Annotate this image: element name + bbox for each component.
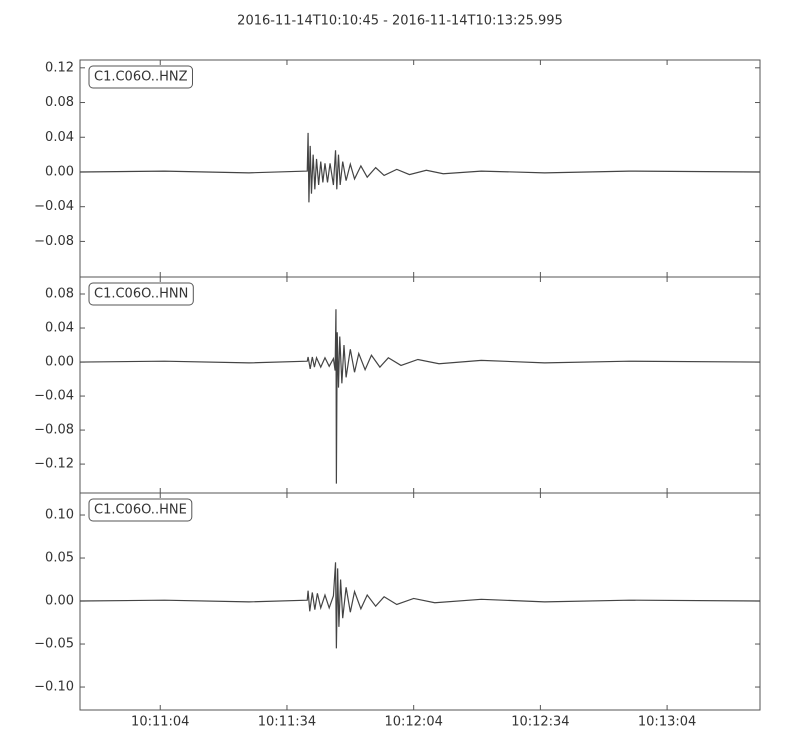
y-tick-label: −0.08 — [34, 423, 74, 438]
trace-label: C1.C06O..HNZ — [94, 70, 188, 85]
plot-frame — [79, 59, 761, 278]
waveform — [79, 562, 761, 649]
panel: −0.08 −0.04 0.00 0.04 0.08 0.12 C1.C06O..HNZ — [34, 59, 761, 278]
panel: −0.12 −0.08 −0.04 0.00 0.04 0.08 C1.C06O..HNN — [34, 276, 761, 494]
y-tick-label: −0.04 — [34, 199, 74, 214]
y-tick-label: −0.12 — [34, 457, 74, 472]
y-tick-label: 0.00 — [45, 594, 74, 609]
plot-frame — [79, 276, 761, 494]
y-tick-label: 0.12 — [45, 60, 74, 75]
y-tick-label: −0.08 — [34, 234, 74, 249]
waveform — [79, 309, 761, 484]
y-tick-label: −0.05 — [34, 637, 74, 652]
y-tick-label: 0.04 — [45, 130, 74, 145]
y-tick-label: 0.08 — [45, 95, 74, 110]
plot-frame — [79, 492, 761, 711]
x-tick-label: 10:11:34 — [258, 715, 316, 730]
trace-label-box — [88, 282, 194, 306]
trace-label: C1.C06O..HNE — [94, 503, 187, 518]
x-tick-label: 10:13:04 — [638, 715, 696, 730]
panel: −0.10 −0.05 0.00 0.05 0.10 10:11:04 10:11:34 10… — [34, 492, 761, 730]
waveform — [79, 132, 761, 203]
y-tick-label: −0.04 — [34, 389, 74, 404]
y-tick-label: 0.00 — [45, 355, 74, 370]
y-tick-label: 0.00 — [45, 164, 74, 179]
figure-title: 2016-11-14T10:10:45 - 2016-11-14T10:13:2… — [237, 14, 563, 29]
y-tick-label: 0.08 — [45, 287, 74, 302]
x-tick-label: 10:12:34 — [511, 715, 569, 730]
x-tick-label: 10:11:04 — [131, 715, 189, 730]
y-tick-label: 0.04 — [45, 321, 74, 336]
y-tick-label: 0.10 — [45, 508, 74, 523]
y-tick-label: −0.10 — [34, 680, 74, 695]
x-tick-label: 10:12:04 — [384, 715, 442, 730]
trace-label: C1.C06O..HNN — [94, 287, 188, 302]
trace-label-box — [88, 65, 193, 89]
y-tick-label: 0.05 — [45, 551, 74, 566]
trace-label-box — [88, 498, 193, 522]
